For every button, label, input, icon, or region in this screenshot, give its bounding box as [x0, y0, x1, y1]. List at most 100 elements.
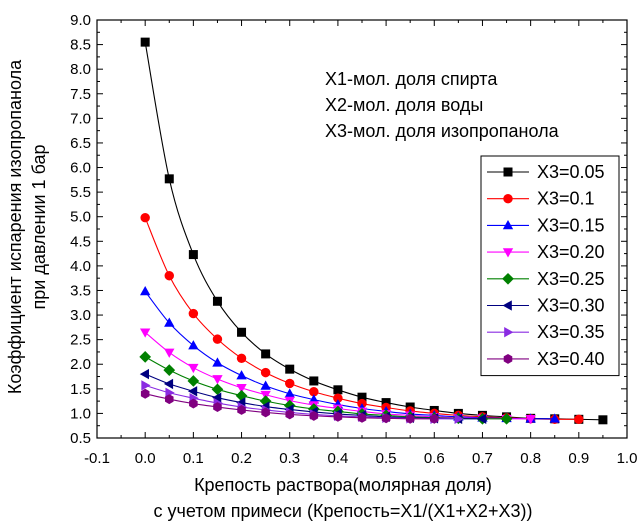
legend-item: X3=0.40 — [487, 349, 605, 369]
y-tick-label: 3.0 — [70, 307, 91, 324]
data-point — [259, 395, 272, 407]
x-tick-label: -0.1 — [84, 450, 110, 467]
data-point — [261, 349, 271, 359]
data-point — [140, 286, 151, 296]
y-tick-label: 8.0 — [70, 61, 91, 78]
data-point — [261, 407, 270, 418]
y-tick-label: 1.0 — [70, 405, 91, 422]
data-point — [285, 409, 295, 420]
annotation-line-1: X1-мол. доля спирта — [325, 69, 498, 89]
legend-marker — [502, 300, 512, 311]
data-point — [212, 357, 223, 367]
data-point — [357, 412, 367, 423]
data-point — [333, 385, 343, 395]
legend-item: X3=0.30 — [487, 296, 605, 316]
legend-marker — [503, 353, 513, 364]
data-point — [211, 383, 224, 396]
y-axis-ticks: 0.5 1.0 1.5 2.0 2.5 3.0 3.5 4.0 4.5 5.0 5.5 6.0 6.5 7… — [70, 12, 627, 447]
data-point — [260, 380, 271, 390]
y-tick-label: 4.0 — [70, 258, 91, 275]
data-point — [381, 398, 391, 408]
data-point — [357, 392, 367, 402]
data-point — [237, 405, 246, 415]
data-point — [188, 340, 199, 350]
data-point — [309, 376, 319, 386]
annotation-line-3: X3-мол. доля изопропанола — [325, 121, 560, 141]
x-tick-label: 0.8 — [520, 450, 541, 467]
data-point — [139, 351, 152, 363]
x-tick-label: 1.0 — [617, 450, 638, 467]
legend-item: X3=0.05 — [487, 162, 605, 182]
legend-item: X3=0.35 — [487, 322, 605, 342]
data-point — [309, 410, 319, 421]
data-point — [260, 367, 271, 378]
data-point — [308, 394, 319, 404]
x-axis-title-line-2: с учетом примеси (Крепость=X1/(X1+X2+X3)… — [154, 501, 533, 521]
data-point — [285, 378, 295, 389]
data-point — [285, 364, 295, 374]
y-axis-title-line-2: при давлении 1 бар — [29, 145, 49, 310]
data-point — [405, 413, 415, 424]
data-point — [284, 388, 295, 398]
y-tick-label: 3.5 — [70, 282, 91, 299]
data-point — [236, 353, 247, 364]
data-point — [333, 393, 343, 403]
data-point — [189, 398, 198, 409]
legend: X3=0.05 X3=0.1 X3=0.15 X3=0.20 X3=0.25 X3=0.3… — [480, 155, 620, 377]
x-tick-label: 0.5 — [376, 450, 397, 467]
data-point — [235, 389, 248, 402]
y-tick-label: 9.0 — [70, 12, 91, 29]
series-8 — [140, 388, 439, 424]
y-tick-label: 1.5 — [70, 381, 91, 398]
annotation-line-2: X2-мол. доля воды — [325, 95, 483, 115]
data-point — [598, 415, 608, 425]
data-point — [212, 296, 222, 306]
legend-item: X3=0.25 — [487, 269, 605, 289]
data-point — [549, 413, 560, 423]
data-point — [140, 388, 150, 399]
y-tick-label: 7.0 — [70, 110, 91, 127]
legend-item: X3=0.20 — [487, 242, 605, 262]
data-point — [187, 386, 198, 397]
x-axis-ticks: -0.1 0.0 0.1 0.2 0.3 0.4 0.5 0.6 0.7 0.8 0.9 1.0 — [84, 20, 637, 467]
data-point — [525, 414, 536, 425]
data-point — [212, 334, 223, 344]
legend-marker — [502, 220, 514, 230]
data-point — [477, 413, 487, 424]
x-tick-label: 0.3 — [279, 450, 300, 467]
data-point — [236, 384, 247, 394]
legend-box — [480, 155, 620, 377]
data-point — [164, 317, 175, 327]
data-point — [213, 402, 222, 412]
data-point — [574, 414, 584, 425]
data-point — [139, 368, 150, 380]
data-point — [454, 413, 464, 424]
data-point — [140, 212, 150, 223]
data-point — [164, 270, 174, 281]
data-point — [163, 378, 174, 390]
legend-marker — [502, 272, 514, 285]
data-point — [141, 380, 151, 391]
legend-marker — [502, 248, 514, 258]
legend-label: X3=0.1 — [537, 189, 595, 209]
legend-marker — [503, 167, 513, 177]
data-point — [188, 363, 199, 374]
data-point — [163, 364, 176, 376]
x-tick-label: 0.2 — [231, 450, 252, 467]
y-tick-label: 6.0 — [70, 160, 91, 177]
y-tick-label: 8.5 — [70, 37, 91, 54]
data-point — [237, 327, 247, 337]
legend-label: X3=0.30 — [537, 296, 605, 316]
data-point — [500, 412, 513, 425]
data-point — [429, 413, 439, 424]
y-tick-label: 2.5 — [70, 332, 91, 349]
data-point — [188, 250, 198, 260]
y-tick-label: 5.5 — [70, 184, 91, 201]
data-point — [188, 308, 199, 319]
legend-item: X3=0.15 — [487, 215, 605, 235]
series-layer — [139, 37, 608, 425]
data-point — [140, 328, 151, 338]
data-point — [164, 348, 175, 358]
data-point — [309, 387, 319, 397]
